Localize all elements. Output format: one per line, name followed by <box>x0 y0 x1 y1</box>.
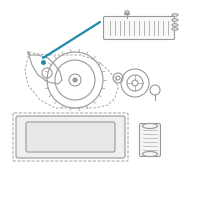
Circle shape <box>73 78 77 82</box>
Ellipse shape <box>172 24 178 26</box>
Ellipse shape <box>124 13 130 15</box>
FancyBboxPatch shape <box>26 122 115 152</box>
Ellipse shape <box>172 14 178 16</box>
FancyBboxPatch shape <box>140 123 160 156</box>
Ellipse shape <box>142 123 158 129</box>
Ellipse shape <box>125 11 129 13</box>
Ellipse shape <box>142 152 158 156</box>
Ellipse shape <box>172 28 178 30</box>
Ellipse shape <box>172 19 178 21</box>
FancyBboxPatch shape <box>16 116 125 158</box>
FancyBboxPatch shape <box>104 17 174 40</box>
